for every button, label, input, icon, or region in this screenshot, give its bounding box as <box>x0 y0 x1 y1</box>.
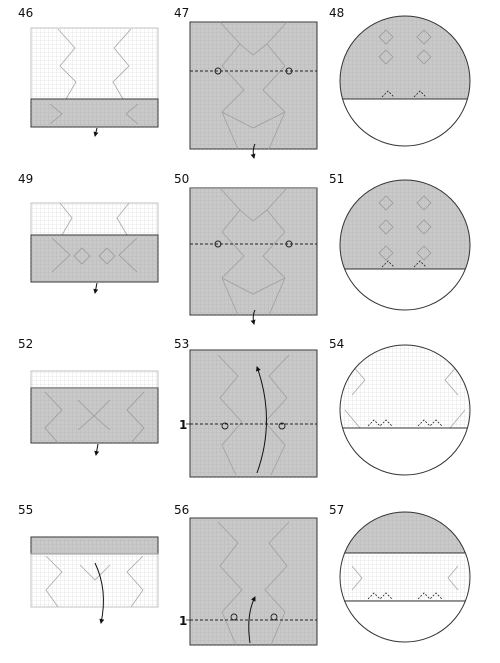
step-number-55: 55 <box>18 503 33 517</box>
fold-arrow-icon <box>255 366 267 474</box>
reference-point-icon <box>214 240 222 248</box>
turn-over-arrow-icon <box>93 127 99 137</box>
step-number-47: 47 <box>174 6 189 20</box>
step-number-56: 56 <box>174 503 189 517</box>
step-46-diagram <box>30 27 159 137</box>
reference-point-icon <box>214 67 222 75</box>
step-53-diagram: 1 <box>179 349 318 478</box>
step-number-49: 49 <box>18 172 33 186</box>
step-47-diagram <box>189 21 318 159</box>
reference-point-icon <box>230 613 238 621</box>
step-number-48: 48 <box>329 6 344 20</box>
step-48-diagram <box>339 15 471 147</box>
step-55-diagram <box>30 536 159 624</box>
step-52-diagram <box>30 370 159 456</box>
turn-over-arrow-icon <box>93 282 99 294</box>
step-54-diagram <box>339 344 471 476</box>
reference-marker-1: 1 <box>179 418 187 432</box>
step-number-53: 53 <box>174 337 189 351</box>
step-number-57: 57 <box>329 503 344 517</box>
step-number-52: 52 <box>18 337 33 351</box>
step-56-diagram: 1 <box>179 517 318 646</box>
step-number-54: 54 <box>329 337 344 351</box>
fold-arrow-icon <box>248 596 256 644</box>
step-number-51: 51 <box>329 172 344 186</box>
reference-point-icon <box>285 67 293 75</box>
reference-point-icon <box>270 613 278 621</box>
turn-over-arrow-icon <box>250 309 256 325</box>
step-50-diagram <box>189 187 318 325</box>
step-57-diagram <box>339 511 471 643</box>
reference-marker-1: 1 <box>179 614 187 628</box>
reference-point-icon <box>221 422 229 430</box>
step-49-diagram <box>30 202 159 294</box>
step-51-diagram <box>339 179 471 311</box>
reference-point-icon <box>285 240 293 248</box>
turn-over-arrow-icon <box>250 143 256 159</box>
reference-point-icon <box>278 422 286 430</box>
step-number-46: 46 <box>18 6 33 20</box>
step-number-50: 50 <box>174 172 189 186</box>
turn-over-arrow-icon <box>94 443 100 456</box>
fold-arrow-icon <box>94 562 105 624</box>
